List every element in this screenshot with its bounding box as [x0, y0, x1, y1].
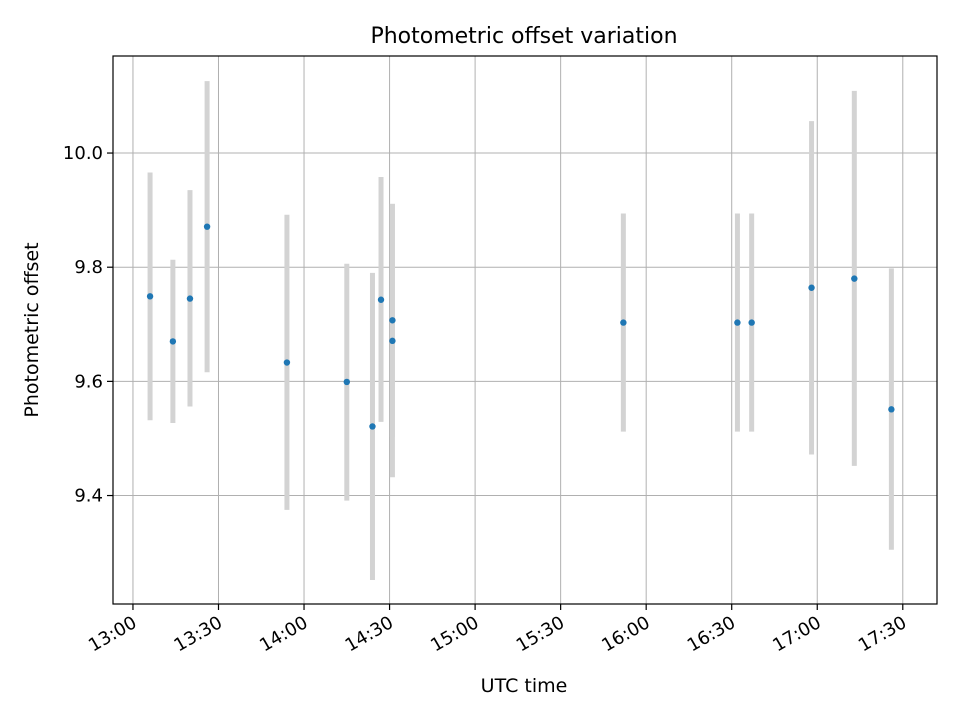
- error-bars: [147, 81, 894, 581]
- x-axis-label: UTC time: [481, 675, 568, 697]
- y-tick-label: 9.8: [74, 257, 103, 278]
- data-point: [203, 223, 211, 230]
- x-tick-label: 17:30: [855, 612, 910, 656]
- data-point: [734, 319, 741, 326]
- data-point: [343, 378, 350, 386]
- x-tick-label: 13:30: [171, 612, 226, 656]
- x-tick-label: 16:00: [598, 612, 653, 656]
- y-tick-label: 9.6: [74, 371, 103, 392]
- x-tick-label: 16:30: [684, 612, 739, 656]
- data-point: [146, 293, 154, 300]
- x-tick-label: 14:00: [256, 612, 311, 656]
- data-point: [808, 284, 815, 291]
- x-tick-label: 14:30: [342, 612, 397, 656]
- chart-title: Photometric offset variation: [370, 24, 677, 49]
- data-point: [369, 423, 376, 430]
- x-tick-label: 15:30: [513, 612, 568, 656]
- y-tick-label: 9.4: [74, 486, 103, 507]
- x-tick-label: 15:00: [427, 612, 482, 656]
- grid: [113, 56, 937, 604]
- data-point: [888, 406, 895, 413]
- data-point: [620, 319, 627, 326]
- data-point: [389, 317, 396, 324]
- data-point: [748, 319, 755, 326]
- data-point: [186, 295, 194, 302]
- y-axis-ticks: 9.4 9.6 9.8 10.0: [63, 143, 113, 507]
- data-points: [146, 223, 895, 430]
- data-point: [851, 275, 858, 282]
- data-point: [283, 359, 291, 366]
- data-point: [377, 296, 385, 303]
- x-tick-label: 17:00: [769, 612, 824, 656]
- x-tick-label: 13:00: [85, 612, 140, 656]
- plot-frame: [112, 55, 938, 605]
- x-axis-ticks: 13:00 13:30 14:00 14:30 15:00 15:30 16:00 16:30…: [85, 604, 910, 656]
- y-tick-label: 10.0: [63, 143, 103, 164]
- data-point: [169, 338, 177, 345]
- y-axis-label: Photometric offset: [21, 242, 43, 417]
- data-point: [389, 337, 396, 345]
